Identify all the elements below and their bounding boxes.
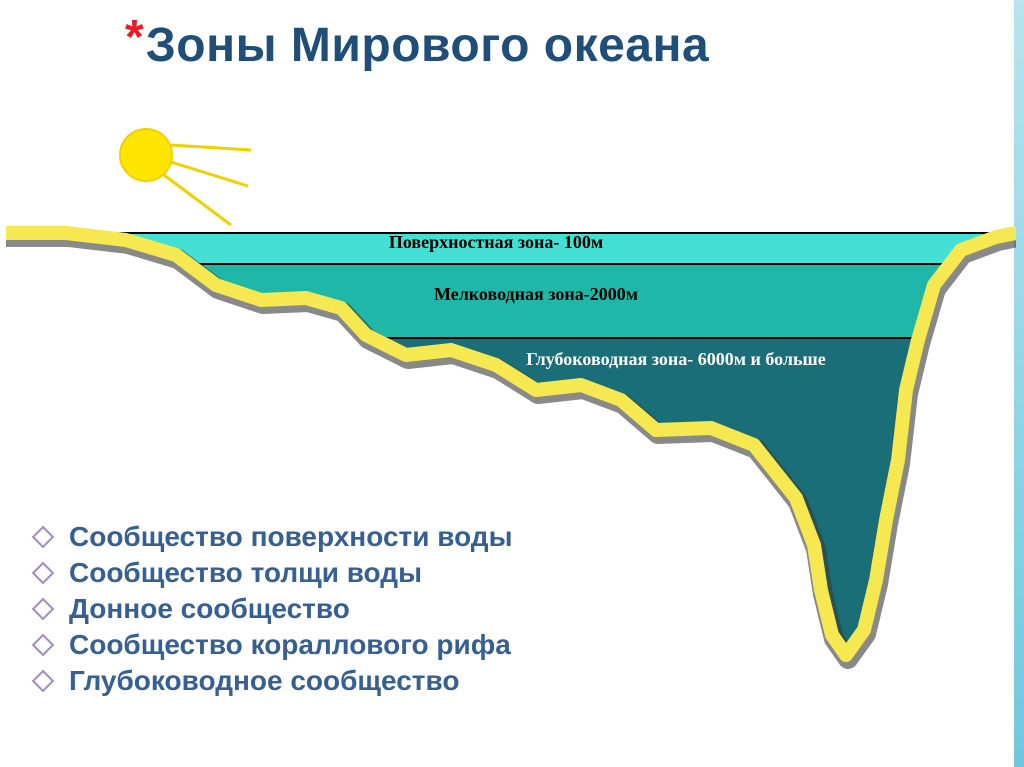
communities-list: Сообщество поверхности воды Сообщество т… — [35, 521, 513, 701]
community-label: Глубоководное сообщество — [69, 665, 459, 697]
list-item: Глубоководное сообщество — [35, 665, 513, 697]
shallow-zone-label: Мелководная зона-2000м — [434, 284, 638, 304]
title-asterisk: * — [125, 14, 144, 62]
diamond-bullet-icon — [32, 634, 55, 657]
sun-icon — [120, 129, 251, 225]
list-item: Сообщество кораллового рифа — [35, 629, 513, 661]
community-label: Сообщество поверхности воды — [69, 521, 513, 553]
community-label: Сообщество толщи воды — [69, 557, 422, 589]
community-label: Сообщество кораллового рифа — [69, 629, 511, 661]
list-item: Сообщество поверхности воды — [35, 521, 513, 553]
ocean-zones-diagram: Поверхностная зона- 100м Мелководная зон… — [6, 90, 1016, 510]
diamond-bullet-icon — [32, 598, 55, 621]
list-item: Донное сообщество — [35, 593, 513, 625]
diamond-bullet-icon — [32, 526, 55, 549]
diamond-bullet-icon — [32, 670, 55, 693]
page-title: Зоны Мирового океана — [146, 18, 709, 73]
surface-zone-label: Поверхностная зона- 100м — [389, 232, 603, 252]
deep-zone-label: Глубоководная зона- 6000м и больше — [526, 349, 825, 369]
title-container: * Зоны Мирового океана — [125, 18, 709, 73]
diamond-bullet-icon — [32, 562, 55, 585]
list-item: Сообщество толщи воды — [35, 557, 513, 589]
community-label: Донное сообщество — [69, 593, 350, 625]
